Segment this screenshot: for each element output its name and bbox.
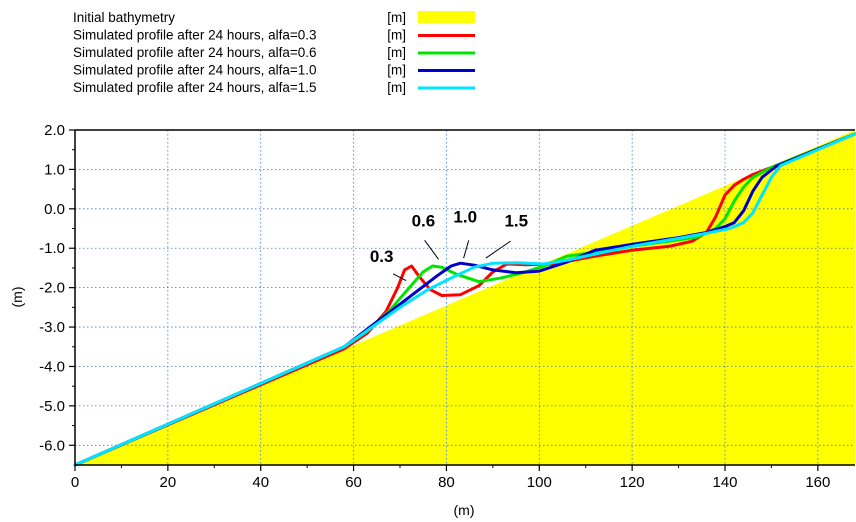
profile-line-3 — [73, 132, 856, 467]
annotation-label-2: 0.6 — [412, 212, 436, 231]
annotation-pointer-1 — [392, 273, 407, 281]
legend-label-1: Simulated profile after 24 hours, alfa=0… — [73, 28, 317, 43]
legend-swatch-0 — [418, 11, 475, 23]
y-tick-label: -5.0 — [39, 398, 65, 415]
legend-unit-1: [m] — [387, 28, 406, 43]
y-tick-label: 2.0 — [44, 122, 65, 139]
x-tick-label: 40 — [252, 474, 269, 491]
x-tick-label: 160 — [805, 474, 830, 491]
profile-line-4 — [73, 132, 856, 467]
y-axis-title: (m) — [9, 287, 25, 308]
legend: Initial bathymetry [m] Simulated profile a… — [73, 10, 475, 95]
x-axis-title: (m) — [454, 502, 475, 518]
y-tick-label: -4.0 — [39, 358, 65, 375]
axes: 0 20 40 60 80 100 120 140 160 2.0 1.0 0.0 -1.0 -2.0 -3… — [39, 122, 855, 491]
annotation-label-4: 1.5 — [504, 212, 528, 231]
annotation-label-1: 0.3 — [370, 247, 394, 266]
x-tick-label: 100 — [527, 474, 552, 491]
annotation-pointer-3 — [463, 240, 470, 259]
legend-unit-4: [m] — [387, 80, 406, 95]
x-tick-label: 120 — [620, 474, 645, 491]
x-tick-label: 20 — [160, 474, 177, 491]
y-tick-label: -6.0 — [39, 437, 65, 454]
legend-unit-2: [m] — [387, 45, 406, 60]
y-tick-label: -3.0 — [39, 319, 65, 336]
annotation-label-3: 1.0 — [453, 208, 477, 227]
y-tick-label: -2.0 — [39, 280, 65, 297]
y-tick-label: 1.0 — [44, 161, 65, 178]
annotation-pointer-4 — [485, 240, 511, 259]
y-tick-label: 0.0 — [44, 201, 65, 218]
series-lines — [73, 132, 856, 467]
x-tick-label: 80 — [438, 474, 455, 491]
annotations: 0.3 0.6 1.0 1.5 — [370, 208, 528, 281]
x-tick-label: 0 — [71, 474, 79, 491]
legend-label-4: Simulated profile after 24 hours, alfa=1… — [73, 80, 317, 95]
y-tick-label: -1.0 — [39, 240, 65, 257]
annotation-pointer-2 — [424, 240, 439, 260]
profile-line-1 — [73, 132, 856, 467]
x-tick-label: 60 — [345, 474, 362, 491]
legend-label-0: Initial bathymetry — [73, 10, 175, 25]
x-tick-label: 140 — [712, 474, 737, 491]
legend-unit-3: [m] — [387, 63, 406, 78]
legend-label-3: Simulated profile after 24 hours, alfa=1… — [73, 63, 317, 78]
legend-label-2: Simulated profile after 24 hours, alfa=0… — [73, 45, 317, 60]
profile-line-2 — [73, 132, 856, 467]
legend-unit-0: [m] — [387, 10, 406, 25]
